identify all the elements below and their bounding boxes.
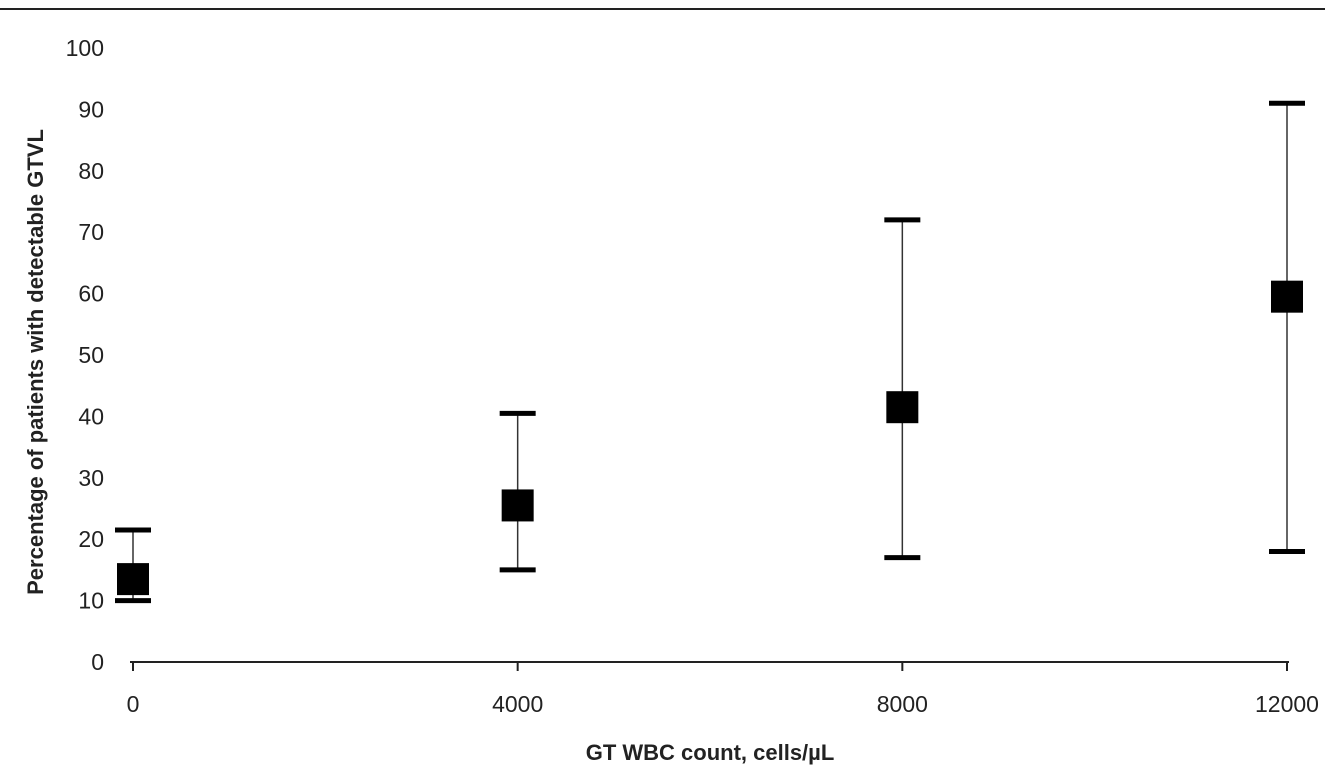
y-tick-label: 40 [78, 403, 104, 429]
top-border-line [0, 8, 1325, 10]
x-tick-label: 4000 [492, 691, 543, 717]
x-axis-ticks: 0 4000 8000 12000 [127, 662, 1319, 717]
data-markers [117, 280, 1303, 596]
data-point-marker [501, 489, 534, 522]
data-point-marker [117, 563, 149, 596]
y-tick-label: 30 [78, 465, 104, 491]
y-tick-label: 60 [78, 281, 104, 307]
error-bars [115, 100, 1305, 604]
y-tick-label: 90 [78, 96, 104, 122]
y-axis-ticks: 0 10 20 30 40 50 60 70 80 90 100 [66, 35, 104, 675]
x-tick-label: 12000 [1255, 691, 1319, 717]
y-tick-label: 10 [78, 588, 104, 614]
y-tick-label: 80 [78, 158, 104, 184]
data-point-marker [1271, 280, 1303, 313]
y-tick-label: 0 [91, 649, 104, 675]
y-tick-label: 20 [78, 526, 104, 552]
data-point-marker [886, 391, 919, 424]
y-tick-label: 50 [78, 342, 104, 368]
x-tick-label: 8000 [877, 691, 928, 717]
y-axis-title: Percentage of patients with detectable G… [23, 129, 48, 595]
y-tick-label: 70 [78, 219, 104, 245]
x-tick-label: 0 [127, 691, 140, 717]
y-tick-label: 100 [66, 35, 104, 61]
x-axis-title: GT WBC count, cells/µL [586, 740, 835, 765]
